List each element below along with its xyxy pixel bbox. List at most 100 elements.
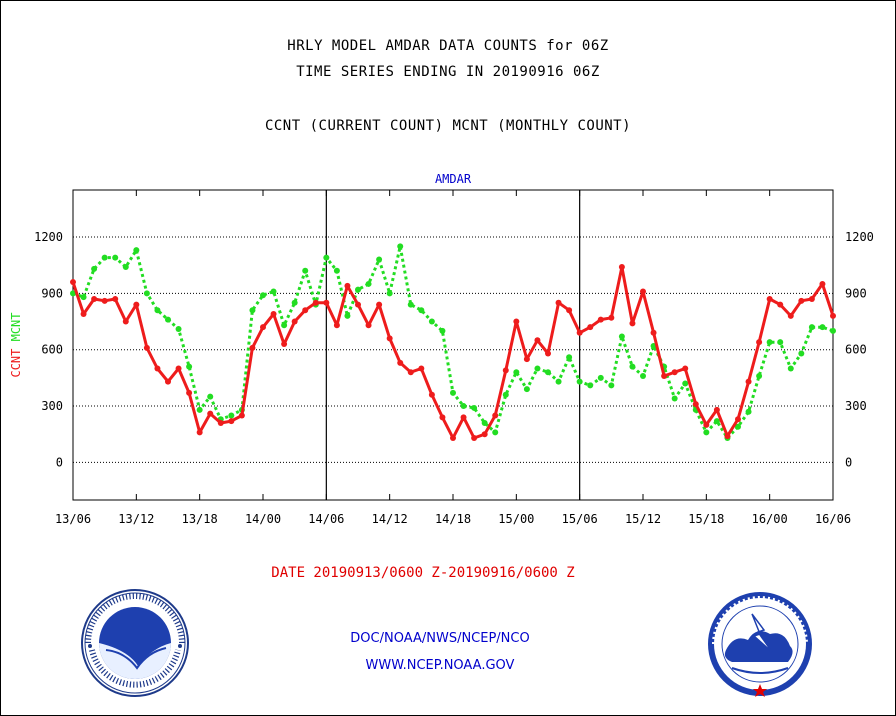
point-mcnt xyxy=(397,243,404,250)
point-ccnt xyxy=(597,316,604,323)
footer-org: DOC/NOAA/NWS/NCEP/NCO xyxy=(350,631,530,646)
ytick-label-left: 300 xyxy=(41,399,63,413)
y-axis-label-ccnt: CCNT xyxy=(9,341,23,377)
point-mcnt xyxy=(122,264,129,271)
point-mcnt xyxy=(101,254,108,261)
point-ccnt xyxy=(513,318,520,325)
plot-title: AMDAR xyxy=(435,172,472,186)
point-ccnt xyxy=(365,322,372,329)
xtick-label: 15/00 xyxy=(498,512,534,526)
point-ccnt xyxy=(355,301,361,308)
point-mcnt xyxy=(133,247,140,254)
point-ccnt xyxy=(713,406,720,413)
point-ccnt xyxy=(471,435,478,441)
point-ccnt xyxy=(608,314,615,321)
xtick-label: 14/06 xyxy=(308,512,344,526)
point-mcnt xyxy=(671,395,678,402)
point-ccnt xyxy=(281,341,288,348)
point-mcnt xyxy=(481,419,488,426)
xtick-label: 14/18 xyxy=(435,512,471,526)
point-ccnt xyxy=(376,301,383,308)
ytick-label-right: 900 xyxy=(845,286,867,300)
point-ccnt xyxy=(165,378,171,385)
point-ccnt xyxy=(682,365,689,372)
point-mcnt xyxy=(798,350,805,357)
point-ccnt xyxy=(777,301,784,308)
point-mcnt xyxy=(196,406,203,413)
point-ccnt xyxy=(766,295,773,302)
point-mcnt xyxy=(112,254,119,261)
point-mcnt xyxy=(545,369,551,376)
point-mcnt xyxy=(439,327,446,334)
point-ccnt xyxy=(260,324,266,331)
noaa-logo xyxy=(81,589,189,697)
point-mcnt xyxy=(207,393,214,400)
point-ccnt xyxy=(323,299,330,306)
point-mcnt xyxy=(323,254,330,261)
point-ccnt xyxy=(692,401,699,408)
point-ccnt xyxy=(819,280,826,287)
point-ccnt xyxy=(650,329,657,336)
point-ccnt xyxy=(439,414,446,421)
point-ccnt xyxy=(545,350,551,357)
point-mcnt xyxy=(502,391,509,398)
point-mcnt xyxy=(555,378,562,385)
point-ccnt xyxy=(555,299,562,306)
point-ccnt xyxy=(629,320,636,327)
point-mcnt xyxy=(830,327,836,334)
point-mcnt xyxy=(344,312,351,319)
chart-title-line3: CCNT (CURRENT COUNT) MCNT (MONTHLY COUNT… xyxy=(264,118,632,134)
point-mcnt xyxy=(376,256,383,263)
point-ccnt xyxy=(80,311,87,317)
xtick-label: 13/12 xyxy=(118,512,154,526)
point-mcnt xyxy=(333,267,340,274)
xtick-label: 14/00 xyxy=(245,512,281,526)
point-ccnt xyxy=(70,279,76,286)
point-mcnt xyxy=(407,301,414,308)
point-mcnt xyxy=(281,322,288,329)
point-mcnt xyxy=(513,369,520,376)
xtick-label: 16/00 xyxy=(752,512,788,526)
point-ccnt xyxy=(534,337,541,344)
point-ccnt xyxy=(143,344,150,351)
chart-title-line2: TIME SERIES ENDING IN 20190916 06Z xyxy=(296,64,600,80)
point-mcnt xyxy=(450,389,456,396)
point-ccnt xyxy=(661,373,668,379)
point-ccnt xyxy=(291,318,298,325)
point-mcnt xyxy=(270,288,277,295)
point-ccnt xyxy=(217,419,224,426)
point-mcnt xyxy=(365,280,372,287)
point-mcnt xyxy=(302,267,309,274)
point-mcnt xyxy=(154,307,161,314)
point-mcnt xyxy=(597,374,604,381)
point-mcnt xyxy=(713,418,720,425)
ytick-label-right: 600 xyxy=(845,343,867,357)
xtick-label: 13/06 xyxy=(55,512,91,526)
point-mcnt xyxy=(175,326,182,333)
point-ccnt xyxy=(481,431,488,438)
point-mcnt xyxy=(91,265,98,272)
point-ccnt xyxy=(207,410,214,417)
ytick-label-left: 0 xyxy=(56,455,63,469)
series-line-ccnt xyxy=(71,265,835,440)
point-ccnt xyxy=(587,324,594,331)
point-mcnt xyxy=(260,292,266,299)
point-ccnt xyxy=(428,391,435,398)
point-ccnt xyxy=(386,335,393,342)
point-ccnt xyxy=(735,416,741,423)
ytick-label-left: 600 xyxy=(41,343,63,357)
xtick-label: 15/06 xyxy=(562,512,598,526)
point-ccnt xyxy=(312,299,319,306)
point-mcnt xyxy=(460,403,467,410)
point-ccnt xyxy=(112,295,119,302)
xtick-label: 13/18 xyxy=(182,512,218,526)
footer-url[interactable]: WWW.NCEP.NOAA.GOV xyxy=(365,658,515,673)
point-mcnt xyxy=(566,354,573,361)
point-mcnt xyxy=(428,318,435,325)
point-ccnt xyxy=(808,295,815,302)
nws-logo xyxy=(708,592,812,697)
point-ccnt xyxy=(302,307,309,314)
point-ccnt xyxy=(566,307,573,314)
ytick-label-left: 900 xyxy=(41,286,63,300)
point-mcnt xyxy=(80,294,87,301)
